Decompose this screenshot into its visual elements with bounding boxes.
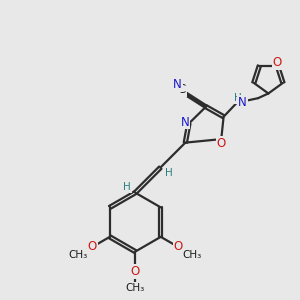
- Text: N: N: [173, 78, 182, 91]
- Text: CH₃: CH₃: [182, 250, 202, 260]
- Text: CH₃: CH₃: [126, 283, 145, 293]
- Text: N: N: [238, 95, 247, 109]
- Text: N: N: [181, 116, 189, 128]
- Text: C: C: [178, 83, 186, 96]
- Text: O: O: [173, 240, 183, 254]
- Text: O: O: [217, 137, 226, 150]
- Text: CH₃: CH₃: [69, 250, 88, 260]
- Text: O: O: [273, 56, 282, 69]
- Text: H: H: [234, 93, 241, 103]
- Text: H: H: [123, 182, 131, 192]
- Text: O: O: [88, 240, 97, 254]
- Text: H: H: [165, 168, 172, 178]
- Text: O: O: [131, 265, 140, 278]
